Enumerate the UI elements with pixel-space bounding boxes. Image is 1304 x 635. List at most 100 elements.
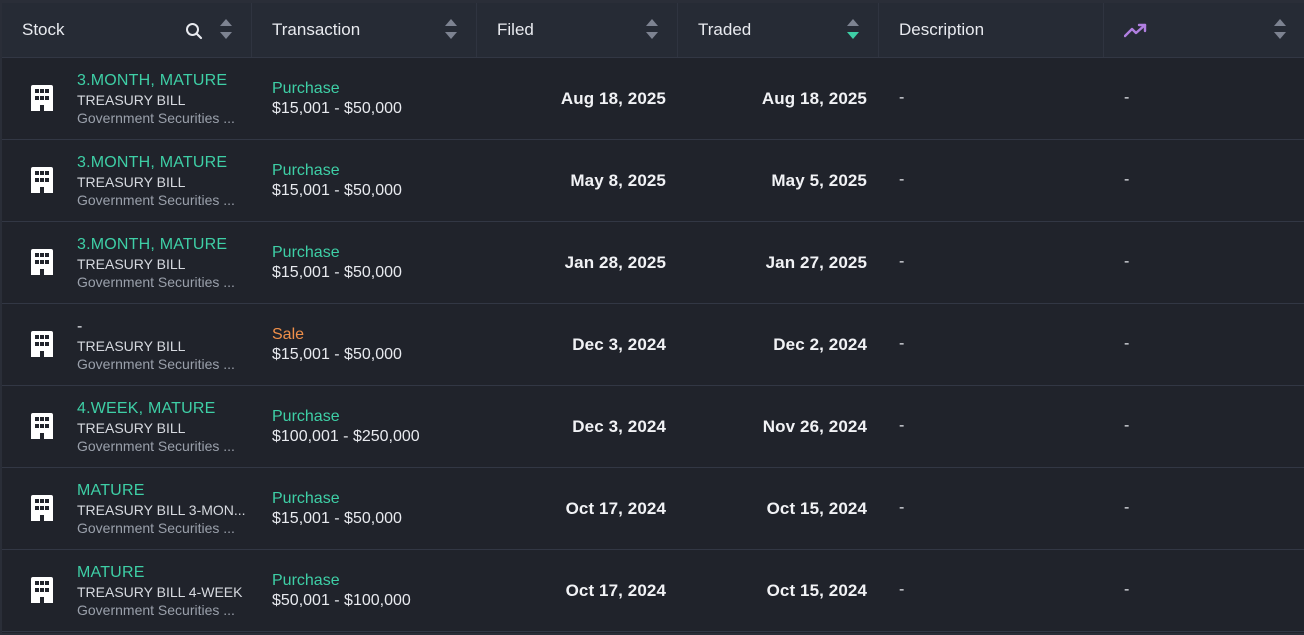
transaction-type: Purchase [272,572,340,589]
description-value: - [899,499,905,516]
filed-cell: Dec 3, 2024 [477,386,678,467]
traded-date: May 5, 2025 [771,171,867,190]
transaction-amount: $100,001 - $250,000 [272,428,420,445]
stock-cell[interactable]: 3.MONTH, MATURE TREASURY BILL Government… [2,58,252,139]
stock-cell[interactable]: 3.MONTH, MATURE TREASURY BILL Government… [2,222,252,303]
sort-filed-icon[interactable] [646,19,658,41]
transaction-amount: $15,001 - $50,000 [272,100,402,117]
stock-ticker[interactable]: 4.WEEK, MATURE [77,400,216,417]
traded-cell: Aug 18, 2025 [678,58,879,139]
trend-cell: - [1104,58,1304,139]
table-row[interactable]: MATURE TREASURY BILL 3-MON... Government… [2,468,1304,550]
transaction-amount: $50,001 - $100,000 [272,592,411,609]
stock-cell[interactable]: - TREASURY BILL Government Securities ..… [2,304,252,385]
description-cell: - [879,222,1104,303]
traded-cell: Dec 2, 2024 [678,304,879,385]
description-value: - [899,253,905,270]
trend-cell: - [1104,304,1304,385]
column-header-transaction[interactable]: Transaction [252,3,477,57]
description-value: - [899,417,905,434]
trend-cell: - [1104,468,1304,549]
sort-traded-icon[interactable] [847,19,859,41]
transaction-type: Purchase [272,80,340,97]
filed-cell: Aug 18, 2025 [477,58,678,139]
transaction-amount: $15,001 - $50,000 [272,510,402,527]
column-header-stock[interactable]: Stock [2,3,252,57]
stock-sector: Government Securities ... [77,274,235,290]
building-icon [31,167,53,193]
building-icon [31,413,53,439]
table-row[interactable]: 3.MONTH, MATURE TREASURY BILL Government… [2,58,1304,140]
transaction-amount: $15,001 - $50,000 [272,264,402,281]
transaction-cell: Sale $15,001 - $50,000 [252,304,477,385]
building-icon [31,249,53,275]
stock-name: TREASURY BILL 4-WEEK [77,584,243,600]
transaction-type: Purchase [272,244,340,261]
trend-value: - [1124,253,1130,270]
filed-date: May 8, 2025 [570,171,666,190]
filed-cell: Oct 17, 2024 [477,550,678,631]
table-body: 3.MONTH, MATURE TREASURY BILL Government… [2,58,1304,632]
description-value: - [899,89,905,106]
column-header-trend[interactable] [1104,3,1304,57]
transaction-cell: Purchase $15,001 - $50,000 [252,222,477,303]
filed-cell: Jan 28, 2025 [477,222,678,303]
column-header-traded[interactable]: Traded [678,3,879,57]
stock-cell[interactable]: MATURE TREASURY BILL 4-WEEK Government S… [2,550,252,631]
trend-value: - [1124,335,1130,352]
description-cell: - [879,550,1104,631]
column-header-description[interactable]: Description [879,3,1104,57]
traded-cell: May 5, 2025 [678,140,879,221]
table-row[interactable]: MATURE TREASURY BILL 4-WEEK Government S… [2,550,1304,632]
stock-ticker[interactable]: MATURE [77,482,145,499]
stock-cell[interactable]: 4.WEEK, MATURE TREASURY BILL Government … [2,386,252,467]
table-row[interactable]: 4.WEEK, MATURE TREASURY BILL Government … [2,386,1304,468]
building-icon [31,495,53,521]
description-value: - [899,171,905,188]
table-row[interactable]: 3.MONTH, MATURE TREASURY BILL Government… [2,222,1304,304]
stock-ticker[interactable]: MATURE [77,564,145,581]
traded-date: Oct 15, 2024 [766,581,867,600]
stock-sector: Government Securities ... [77,192,235,208]
trend-cell: - [1104,550,1304,631]
trend-value: - [1124,581,1130,598]
building-icon [31,331,53,357]
transaction-amount: $15,001 - $50,000 [272,346,402,363]
filed-date: Oct 17, 2024 [565,499,666,518]
table-row[interactable]: - TREASURY BILL Government Securities ..… [2,304,1304,386]
transaction-type: Purchase [272,490,340,507]
traded-cell: Nov 26, 2024 [678,386,879,467]
traded-date: Nov 26, 2024 [762,417,867,436]
search-icon[interactable] [185,22,203,40]
sort-trend-icon[interactable] [1274,19,1286,41]
trend-cell: - [1104,386,1304,467]
transaction-type: Purchase [272,408,340,425]
description-cell: - [879,140,1104,221]
traded-cell: Jan 27, 2025 [678,222,879,303]
filed-cell: Oct 17, 2024 [477,468,678,549]
traded-date: Oct 15, 2024 [766,499,867,518]
transaction-cell: Purchase $100,001 - $250,000 [252,386,477,467]
traded-date: Jan 27, 2025 [765,253,867,272]
stock-ticker[interactable]: 3.MONTH, MATURE [77,236,228,253]
trend-value: - [1124,417,1130,434]
filed-cell: Dec 3, 2024 [477,304,678,385]
column-header-filed[interactable]: Filed [477,3,678,57]
table-row[interactable]: 3.MONTH, MATURE TREASURY BILL Government… [2,140,1304,222]
stock-ticker[interactable]: 3.MONTH, MATURE [77,72,228,89]
sort-stock-icon[interactable] [220,19,232,41]
building-icon [31,577,53,603]
stock-sector: Government Securities ... [77,356,235,372]
filed-date: Aug 18, 2025 [560,89,666,108]
stock-name: TREASURY BILL [77,256,186,272]
transaction-type: Sale [272,326,305,343]
transaction-cell: Purchase $50,001 - $100,000 [252,550,477,631]
stock-cell[interactable]: 3.MONTH, MATURE TREASURY BILL Government… [2,140,252,221]
stock-name: TREASURY BILL [77,338,186,354]
column-header-description-label: Description [899,20,985,39]
stock-ticker[interactable]: - [77,318,83,335]
stock-cell[interactable]: MATURE TREASURY BILL 3-MON... Government… [2,468,252,549]
building-icon [31,85,53,111]
stock-ticker[interactable]: 3.MONTH, MATURE [77,154,228,171]
sort-transaction-icon[interactable] [445,19,457,41]
